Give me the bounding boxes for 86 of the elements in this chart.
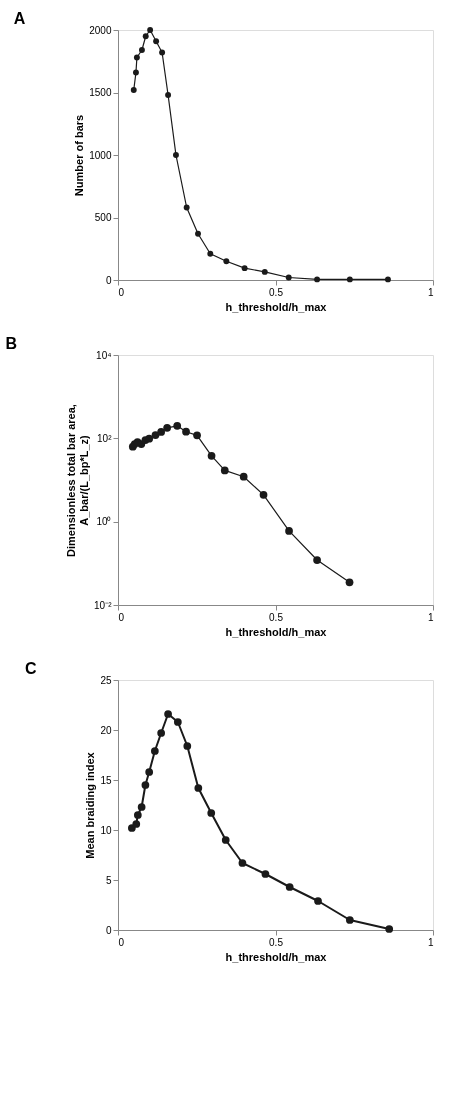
point bbox=[220, 466, 229, 475]
point bbox=[285, 527, 293, 535]
point bbox=[195, 230, 201, 237]
x-axis-title: h_threshold/h_max bbox=[225, 300, 328, 313]
point bbox=[173, 152, 179, 158]
y-axis-title: Dimensionless total bar area, A_bar/(L_bp*L_z) bbox=[65, 404, 91, 557]
point bbox=[241, 265, 248, 272]
point bbox=[165, 92, 172, 98]
point bbox=[183, 742, 192, 750]
x-tick-label: 0.5 bbox=[269, 286, 284, 298]
point bbox=[164, 710, 172, 718]
y-tick-label: 500 bbox=[94, 212, 112, 223]
point bbox=[141, 781, 150, 789]
point bbox=[261, 268, 268, 275]
x-tick-label: 0 bbox=[118, 611, 125, 623]
point bbox=[145, 768, 154, 776]
x-axis-title: h_threshold/h_max bbox=[225, 625, 328, 638]
x-tick-label: 0.5 bbox=[269, 936, 284, 948]
y-tick-label: 5 bbox=[105, 874, 112, 886]
point bbox=[238, 859, 247, 867]
point bbox=[163, 423, 172, 432]
x-tick-label: 1 bbox=[427, 936, 434, 948]
point bbox=[259, 490, 268, 499]
y-tick-label: 20 bbox=[100, 724, 112, 736]
point bbox=[151, 431, 160, 439]
point bbox=[153, 38, 160, 45]
y-tick-label: 0 bbox=[105, 274, 112, 286]
y-tick-label: 10 bbox=[100, 824, 112, 836]
point bbox=[346, 276, 353, 283]
y-tick-label: 10⁻² bbox=[94, 599, 113, 611]
point bbox=[207, 250, 214, 257]
point bbox=[157, 428, 166, 436]
point bbox=[132, 820, 141, 828]
point bbox=[182, 427, 190, 436]
x-tick-label: 0.5 bbox=[269, 611, 284, 623]
point bbox=[345, 578, 354, 587]
point bbox=[385, 276, 391, 283]
y-tick-label: 10⁴ bbox=[96, 349, 112, 361]
point bbox=[261, 870, 270, 878]
point bbox=[133, 811, 142, 819]
point bbox=[193, 431, 201, 440]
point bbox=[145, 434, 154, 443]
point bbox=[137, 803, 146, 811]
y-tick-label: 15 bbox=[100, 774, 112, 786]
chart-title: A bbox=[13, 10, 26, 27]
x-tick-label: 1 bbox=[427, 611, 434, 623]
point bbox=[223, 258, 230, 265]
point bbox=[221, 836, 230, 844]
point bbox=[173, 421, 182, 430]
point bbox=[285, 883, 294, 891]
point bbox=[285, 274, 292, 281]
point bbox=[314, 276, 321, 283]
y-tick-label: 25 bbox=[100, 674, 112, 686]
point bbox=[133, 54, 140, 61]
y-tick-label: 1500 bbox=[89, 87, 112, 98]
y-tick-label: 10² bbox=[97, 432, 113, 444]
point bbox=[159, 49, 166, 56]
y-tick-label: 2000 bbox=[89, 24, 112, 36]
x-tick-label: 1 bbox=[427, 286, 434, 298]
y-axis-title: Mean braiding index bbox=[84, 751, 97, 859]
point bbox=[142, 33, 149, 40]
point bbox=[150, 747, 159, 755]
y-axis-title: Number of bars bbox=[73, 114, 86, 197]
point bbox=[313, 556, 321, 564]
x-tick-label: 0 bbox=[118, 936, 125, 948]
y-tick-label: 1000 bbox=[89, 149, 112, 161]
y-tick-label: 10⁰ bbox=[96, 516, 112, 528]
point bbox=[345, 916, 354, 924]
point bbox=[314, 897, 322, 905]
x-axis-title: h_threshold/h_max bbox=[225, 950, 328, 963]
y-tick-label: 0 bbox=[105, 924, 112, 936]
chart-title: B bbox=[5, 335, 18, 352]
point bbox=[173, 718, 182, 726]
point bbox=[194, 784, 203, 792]
point bbox=[385, 925, 394, 933]
point bbox=[138, 47, 145, 53]
point bbox=[147, 27, 154, 33]
point bbox=[157, 729, 166, 737]
point bbox=[207, 809, 216, 817]
point bbox=[207, 451, 216, 460]
chart-title: C bbox=[24, 660, 37, 677]
x-tick-label: 0 bbox=[118, 286, 125, 298]
point bbox=[130, 87, 137, 93]
point bbox=[183, 204, 190, 211]
point bbox=[133, 69, 139, 76]
point bbox=[239, 472, 248, 481]
